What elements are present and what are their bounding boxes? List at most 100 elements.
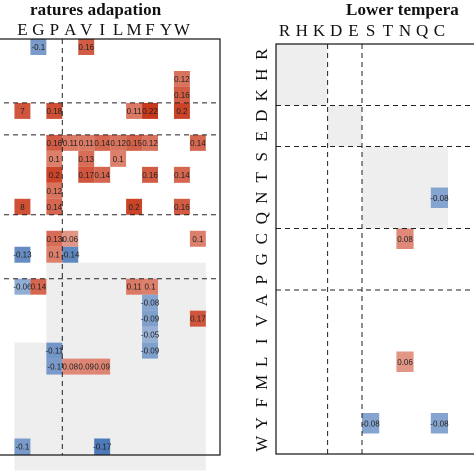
y-tick-label: E	[252, 131, 271, 141]
left-heatmap-panel: -0.1 0.160.120.167 0.18 0.11 0.22 0.20.16 0.11…	[0, 20, 221, 471]
cell-value-label: 7	[20, 107, 25, 116]
heatmap-cell	[126, 198, 143, 215]
cell-value-label: 0.14	[190, 139, 206, 148]
cell-value-label: 0.15	[126, 139, 142, 148]
heatmap-cell	[142, 294, 158, 311]
heatmap-cell	[14, 102, 31, 119]
heatmap-cell	[62, 134, 79, 151]
heatmap-cell	[94, 358, 111, 375]
cell-value-label: 0.11	[63, 139, 79, 148]
y-tick-label: N	[252, 192, 271, 204]
x-tick-label: D	[330, 21, 342, 40]
heatmap-cell	[78, 39, 95, 55]
y-tick-label: R	[252, 48, 271, 60]
heatmap-cell	[30, 278, 47, 295]
heatmap-cell	[126, 102, 143, 119]
heatmap-cell	[14, 198, 31, 215]
heatmap-cell	[30, 39, 47, 55]
heatmap-cell	[14, 246, 31, 263]
x-tick-label: A	[64, 20, 77, 39]
heatmap-cell	[430, 413, 448, 434]
x-tick-label: G	[32, 20, 44, 39]
x-tick-label: S	[366, 21, 375, 40]
cell-value-label: -0.08	[361, 419, 380, 428]
cell-value-label: 0.12	[47, 187, 63, 196]
heatmap-cell	[142, 102, 158, 119]
cell-value-label: -0.08	[141, 299, 160, 308]
cell-value-label: 0.11	[79, 139, 95, 148]
cell-value-label: 0.1	[144, 283, 156, 292]
cell-value-label: -0.08	[430, 194, 449, 203]
y-tick-label: A	[252, 293, 271, 306]
x-tick-label: I	[99, 20, 105, 39]
x-tick-label: K	[313, 21, 326, 40]
right-heatmap-panel: -0.080.080.06-0.08 -0.08R H K D E S T N Q CRHKDEST…	[252, 21, 474, 455]
cell-value-label: 0.16	[47, 139, 63, 148]
cell-value-label: 0.09	[78, 363, 94, 372]
cell-value-label: -0.06	[13, 283, 32, 292]
y-tick-label: G	[252, 253, 271, 265]
x-tick-label: H	[296, 21, 308, 40]
heatmap-cell	[62, 358, 79, 375]
y-tick-label: H	[252, 69, 271, 81]
y-tick-label: I	[252, 338, 271, 344]
cell-value-label: -0.08	[430, 419, 449, 428]
heatmap-cell	[110, 150, 127, 167]
heatmap-cell	[173, 70, 190, 87]
cell-value-label: 0.14	[31, 283, 47, 292]
x-tick-label: P	[50, 20, 59, 39]
cell-value-label: 0.12	[142, 139, 158, 148]
heatmap-cell	[46, 102, 63, 119]
heatmap-cell	[94, 166, 111, 183]
heatmap-cell	[46, 150, 63, 167]
cell-value-label: -0.1	[31, 43, 45, 52]
heatmap-cell	[94, 438, 111, 455]
cell-value-label: 0.11	[127, 283, 143, 292]
x-tick-label: N	[399, 21, 411, 40]
cell-value-label: 0.1	[49, 251, 61, 260]
x-tick-label: W	[174, 20, 191, 39]
heatmap-cell	[430, 187, 448, 208]
y-tick-label: D	[252, 110, 271, 122]
x-tick-label: V	[80, 20, 93, 39]
cell-value-label: -0.09	[141, 315, 160, 324]
cell-value-label: 0.13	[47, 235, 63, 244]
cell-value-label: 8	[20, 203, 25, 212]
heatmap-cell	[126, 278, 143, 295]
right-panel-title: Lower tempera	[346, 0, 459, 19]
y-tick-label: T	[252, 171, 271, 182]
x-tick-label: M	[127, 20, 142, 39]
y-tick-label: C	[252, 233, 271, 244]
cell-value-label: 0.17	[78, 171, 94, 180]
heatmap-cell	[14, 438, 31, 455]
cell-value-label: 0.1	[49, 155, 61, 164]
heatmap-cell	[173, 166, 190, 183]
cell-value-label: 0.06	[397, 358, 413, 367]
y-tick-label: M	[252, 375, 271, 390]
heatmap-cell	[46, 358, 63, 375]
cell-value-label: 0.17	[190, 315, 206, 324]
cell-value-label: 0.2	[49, 171, 61, 180]
gray-block	[327, 105, 362, 147]
y-tick-label: L	[252, 357, 271, 367]
y-tick-label: Y	[252, 417, 271, 429]
heatmap-cell	[46, 134, 63, 151]
x-tick-label: L	[113, 20, 123, 39]
cell-value-label: -0.09	[141, 347, 160, 356]
cell-value-label: 0.1	[192, 235, 204, 244]
cell-value-label: 0.2	[176, 107, 188, 116]
heatmap-cell	[142, 166, 158, 183]
heatmap-cell	[46, 182, 63, 199]
heatmap-cell	[142, 278, 158, 295]
cell-value-label: 0.09	[94, 363, 110, 372]
heatmap-cell	[46, 230, 63, 247]
x-tick-label: E	[17, 20, 27, 39]
cell-value-label: 0.14	[47, 203, 63, 212]
heatmap-cell	[78, 166, 95, 183]
heatmap-cell	[142, 134, 158, 151]
panel-frame	[275, 43, 474, 455]
y-tick-label: Q	[252, 212, 271, 224]
cell-value-label: -0.05	[141, 331, 160, 340]
heatmap-cell	[126, 134, 143, 151]
